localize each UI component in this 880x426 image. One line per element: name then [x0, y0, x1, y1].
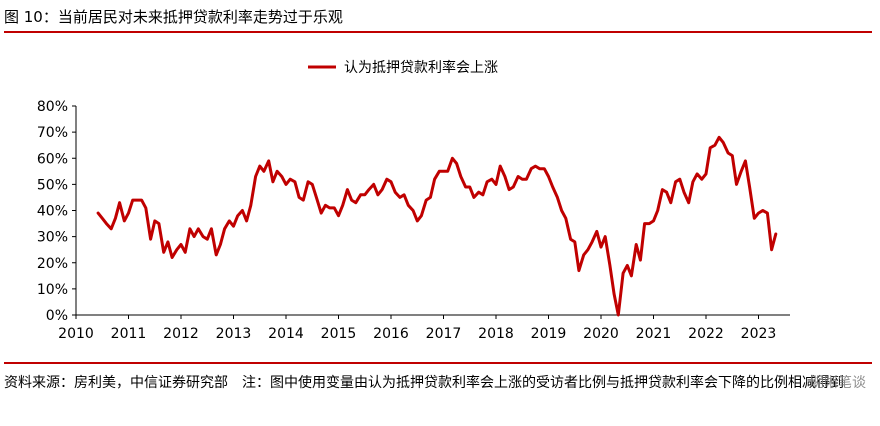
chart-legend: 认为抵押贷款利率会上涨 — [308, 59, 498, 76]
y-axis: 0% 10% 20% 30% 40% 50% 60% 70% 80% — [37, 99, 77, 324]
x-tick-label: 2010 — [58, 326, 94, 342]
x-tick-label: 2019 — [531, 326, 567, 342]
x-tick-label: 2023 — [741, 326, 777, 342]
y-tick-label: 60% — [37, 151, 68, 167]
y-tick-label: 30% — [37, 230, 68, 246]
y-tick-label: 80% — [37, 99, 68, 115]
y-tick-label: 0% — [46, 308, 68, 324]
x-tick-label: 2012 — [163, 326, 199, 342]
watermark: 明晰笔谈 — [810, 375, 866, 391]
x-tick-label: 2021 — [636, 326, 672, 342]
x-tick-label: 2022 — [688, 326, 724, 342]
y-tick-label: 50% — [37, 177, 68, 193]
series-line — [96, 135, 778, 317]
x-tick-label: 2017 — [426, 326, 462, 342]
source-rule — [4, 362, 872, 364]
x-tick-label: 2016 — [373, 326, 409, 342]
x-tick-label: 2018 — [478, 326, 514, 342]
x-axis: 2010 2011 2012 2013 2014 2015 2016 2017 2018 2019… — [58, 314, 790, 342]
chart: 认为抵押贷款利率会上涨 0% 10% 20% 30% 40% 50% 60% 70% 80% 2… — [37, 59, 790, 342]
source-note: 资料来源：房利美，中信证券研究部 注：图中使用变量由认为抵押贷款利率会上涨的受访… — [4, 375, 844, 391]
x-tick-label: 2014 — [268, 326, 304, 342]
title-rule — [4, 31, 872, 33]
y-tick-label: 70% — [37, 125, 68, 141]
y-tick-label: 20% — [37, 256, 68, 272]
x-tick-label: 2015 — [321, 326, 357, 342]
figure-title: 图 10：当前居民对未来抵押贷款利率走势过于乐观 — [4, 8, 343, 26]
x-tick-label: 2011 — [111, 326, 147, 342]
y-tick-label: 10% — [37, 282, 68, 298]
x-tick-label: 2013 — [216, 326, 252, 342]
y-tick-label: 40% — [37, 204, 68, 220]
legend-label: 认为抵押贷款利率会上涨 — [344, 59, 498, 76]
plot-area — [96, 135, 778, 317]
x-tick-label: 2020 — [583, 326, 619, 342]
